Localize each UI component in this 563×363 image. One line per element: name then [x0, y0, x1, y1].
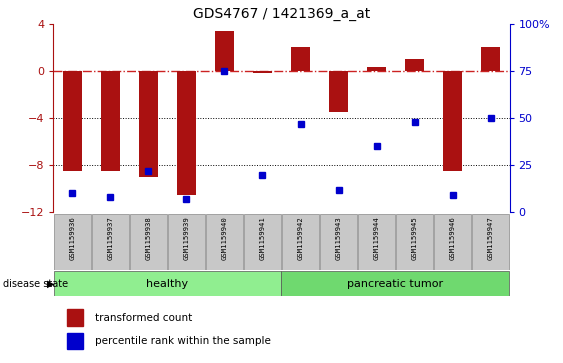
Bar — [205, 214, 243, 270]
Text: GSM1159944: GSM1159944 — [373, 216, 379, 260]
Text: GSM1159941: GSM1159941 — [260, 216, 266, 260]
Bar — [215, 30, 234, 71]
Title: GDS4767 / 1421369_a_at: GDS4767 / 1421369_a_at — [193, 7, 370, 21]
Bar — [434, 214, 471, 270]
Bar — [67, 309, 83, 326]
Bar — [358, 214, 395, 270]
Text: GSM1159937: GSM1159937 — [108, 216, 114, 260]
Bar — [244, 214, 282, 270]
Text: GSM1159943: GSM1159943 — [336, 216, 342, 260]
Bar — [320, 214, 358, 270]
Bar — [396, 214, 434, 270]
Bar — [405, 59, 424, 71]
Bar — [282, 271, 510, 296]
Text: GSM1159940: GSM1159940 — [221, 216, 227, 260]
Text: GSM1159947: GSM1159947 — [488, 216, 494, 260]
Text: GSM1159945: GSM1159945 — [412, 216, 418, 260]
Bar — [168, 214, 205, 270]
Text: transformed count: transformed count — [95, 313, 192, 323]
Bar — [481, 47, 500, 71]
Text: healthy: healthy — [146, 278, 189, 289]
Text: percentile rank within the sample: percentile rank within the sample — [95, 336, 270, 346]
Bar — [129, 214, 167, 270]
Text: GSM1159938: GSM1159938 — [145, 216, 151, 260]
Bar — [53, 214, 91, 270]
Bar — [53, 271, 282, 296]
Bar — [92, 214, 129, 270]
Bar — [291, 47, 310, 71]
Text: ▶: ▶ — [47, 278, 54, 289]
Bar — [67, 333, 83, 350]
Bar — [101, 71, 120, 171]
Text: GSM1159939: GSM1159939 — [184, 216, 190, 260]
Bar — [282, 214, 319, 270]
Bar — [177, 71, 196, 195]
Text: GSM1159936: GSM1159936 — [69, 216, 75, 260]
Bar — [253, 71, 272, 73]
Text: pancreatic tumor: pancreatic tumor — [347, 278, 444, 289]
Bar — [367, 67, 386, 71]
Text: GSM1159942: GSM1159942 — [297, 216, 303, 260]
Text: GSM1159946: GSM1159946 — [449, 216, 455, 260]
Bar — [329, 71, 348, 112]
Text: disease state: disease state — [3, 278, 68, 289]
Bar — [443, 71, 462, 171]
Bar — [63, 71, 82, 171]
Bar — [139, 71, 158, 177]
Bar — [472, 214, 510, 270]
